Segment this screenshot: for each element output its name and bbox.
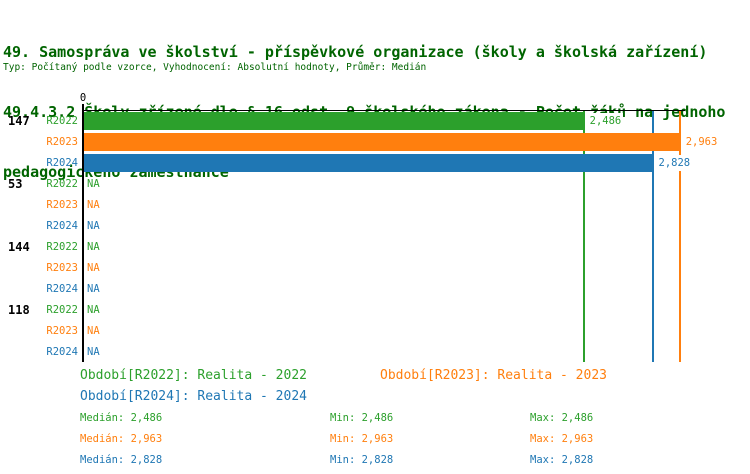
- na-label: NA: [87, 304, 100, 316]
- series-label-r2022: R2022: [46, 178, 78, 190]
- report-subtitle: Typ: Počítaný podle vzorce, Vyhodnocení:…: [3, 62, 427, 73]
- x-axis-line: [83, 110, 685, 111]
- na-label: NA: [87, 325, 100, 337]
- stat-median-r2022: Medián: 2,486: [80, 412, 163, 424]
- y-axis-line: [82, 104, 84, 362]
- title-line-1: 49. Samospráva ve školství - příspěvkové…: [3, 43, 708, 61]
- legend-period-r2023: Období[R2023]: Realita - 2023: [380, 368, 607, 383]
- series-label-r2023: R2023: [46, 325, 78, 337]
- stat-min-r2024: Min: 2,828: [330, 454, 394, 466]
- na-label: NA: [87, 220, 100, 232]
- series-label-r2024: R2024: [46, 220, 78, 232]
- bar-value-label: 2,828: [656, 155, 693, 171]
- bar-value-label: 2,963: [683, 134, 720, 150]
- series-label-r2023: R2023: [46, 199, 78, 211]
- na-label: NA: [87, 241, 100, 253]
- median-line-r2023: [678, 110, 681, 362]
- median-line-r2024: [651, 110, 654, 362]
- stat-median-r2024: Medián: 2,828: [80, 454, 163, 466]
- group-label: 147: [8, 114, 30, 128]
- stat-median-r2023: Medián: 2,963: [80, 433, 163, 445]
- series-label-r2023: R2023: [46, 136, 78, 148]
- stat-max-r2023: Max: 2,963: [530, 433, 594, 445]
- stat-min-r2023: Min: 2,963: [330, 433, 394, 445]
- series-label-r2022: R2022: [46, 115, 78, 127]
- na-label: NA: [87, 262, 100, 274]
- na-label: NA: [87, 283, 100, 295]
- bar-r2022: [84, 112, 585, 130]
- median-line-r2022: [582, 110, 585, 362]
- group-label: 53: [8, 177, 23, 191]
- zero-tick-label: 0: [79, 92, 87, 104]
- legend-period-r2022: Období[R2022]: Realita - 2022: [80, 368, 307, 383]
- stat-min-r2022: Min: 2,486: [330, 412, 394, 424]
- na-label: NA: [87, 178, 100, 190]
- bar-r2023: [84, 133, 681, 151]
- legend-period-r2024: Období[R2024]: Realita - 2024: [80, 389, 307, 404]
- series-label-r2022: R2022: [46, 304, 78, 316]
- series-label-r2024: R2024: [46, 346, 78, 358]
- series-label-r2024: R2024: [46, 157, 78, 169]
- stat-max-r2024: Max: 2,828: [530, 454, 594, 466]
- na-label: NA: [87, 199, 100, 211]
- series-label-r2024: R2024: [46, 283, 78, 295]
- bar-value-label: 2,486: [587, 113, 624, 129]
- bar-r2024: [84, 154, 654, 172]
- na-label: NA: [87, 346, 100, 358]
- group-label: 118: [8, 303, 30, 317]
- stat-max-r2022: Max: 2,486: [530, 412, 594, 424]
- series-label-r2022: R2022: [46, 241, 78, 253]
- bar-chart: 0 147 R2022 2,486 R2023 2,963 R2024 2,828 53 R202…: [0, 85, 750, 370]
- series-label-r2023: R2023: [46, 262, 78, 274]
- group-label: 144: [8, 240, 30, 254]
